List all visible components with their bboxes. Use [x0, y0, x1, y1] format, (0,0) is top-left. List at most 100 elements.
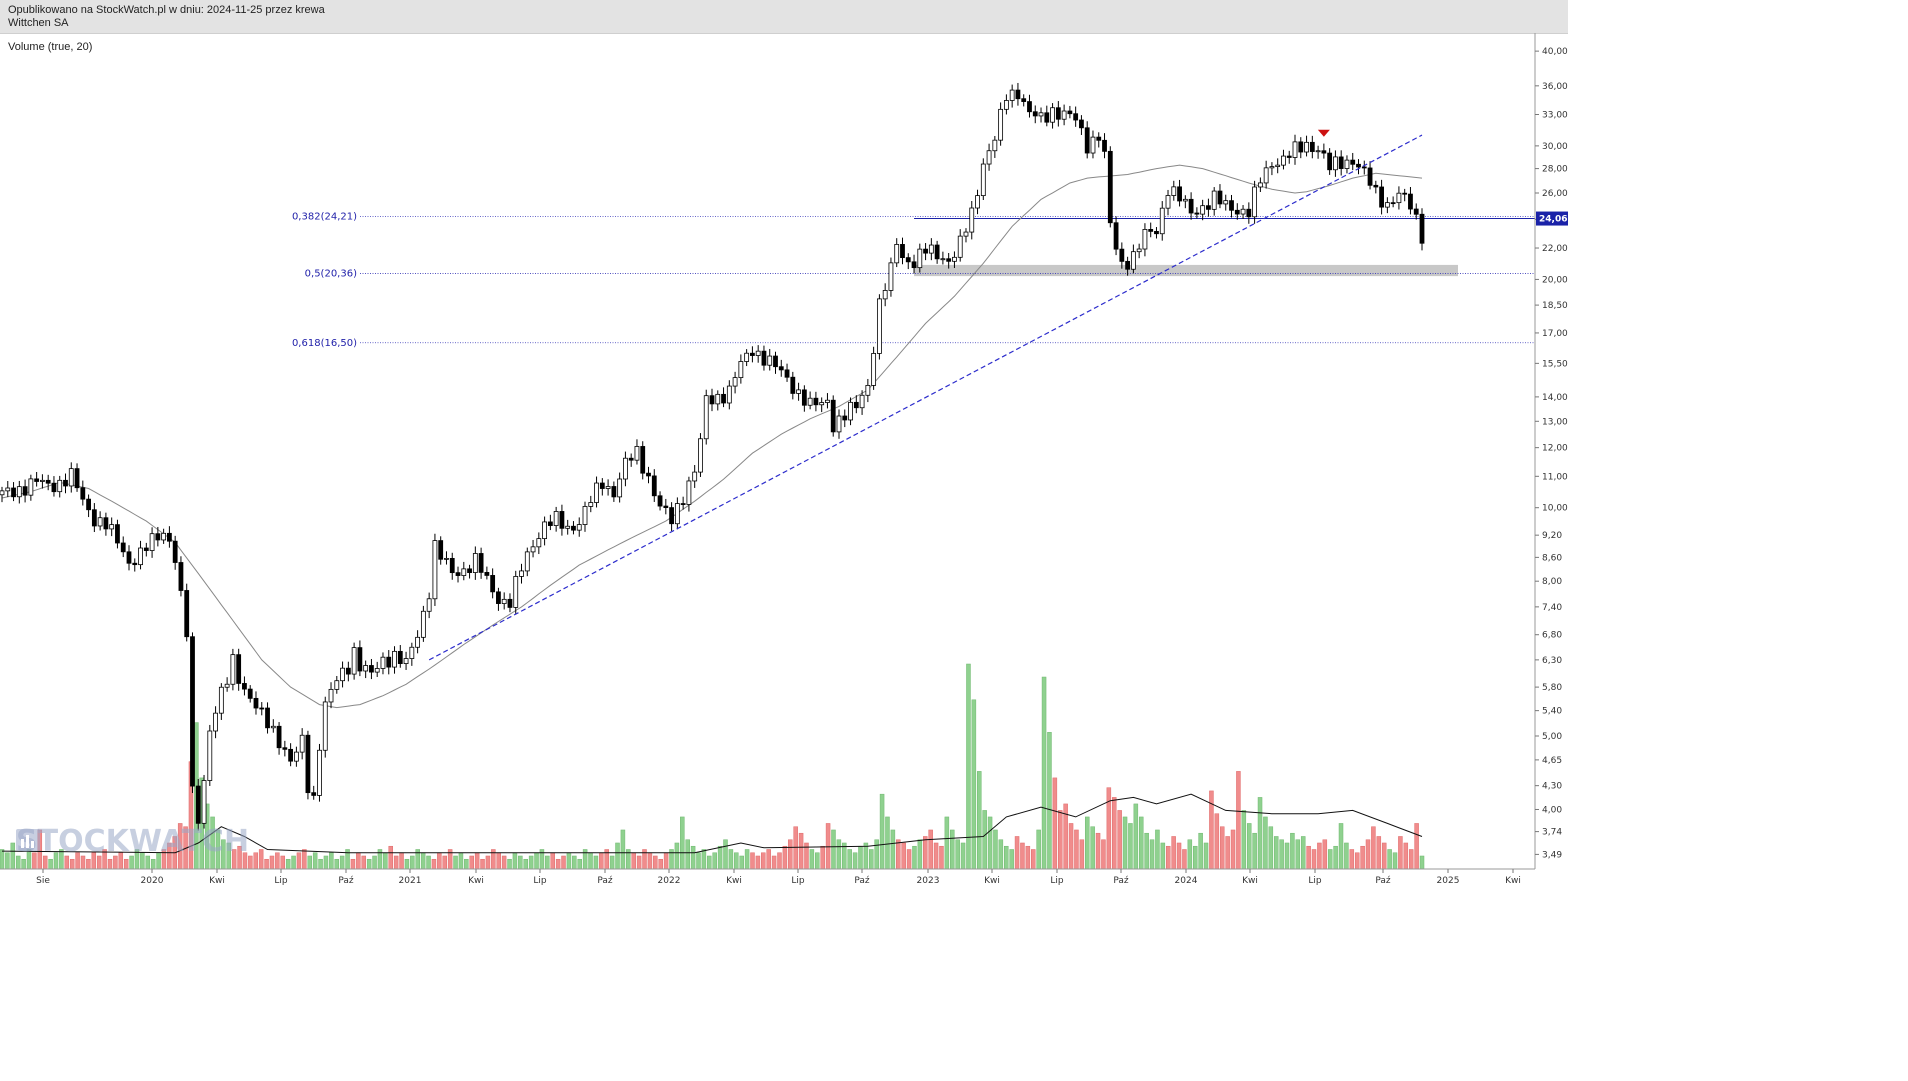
volume-bar-up — [383, 852, 388, 870]
volume-bar-up — [1284, 842, 1290, 870]
candle-down — [657, 495, 663, 507]
candle-up — [1275, 164, 1281, 167]
candle-up — [213, 712, 218, 732]
volume-bar-down — [350, 858, 356, 870]
candle-up — [1003, 100, 1009, 110]
volume-bar-up — [534, 852, 539, 870]
price-ma-line — [1, 164, 1423, 709]
candle-down — [91, 509, 97, 527]
candle-down — [1234, 209, 1240, 215]
volume-bar-up — [1133, 803, 1139, 870]
candle-up — [726, 385, 732, 404]
y-tick-label: 5,40 — [1542, 707, 1562, 717]
candle-up — [1165, 195, 1171, 209]
volume-bar-down — [388, 845, 393, 870]
candle-down — [1096, 136, 1102, 141]
candle-up — [819, 402, 825, 406]
volume-bar-down — [1182, 849, 1187, 870]
volume-bar-down — [1354, 852, 1360, 870]
volume-bar-down — [1058, 810, 1063, 870]
volume-bar-down — [766, 849, 771, 870]
candle-up — [340, 667, 345, 682]
volume-bar-up — [831, 829, 836, 870]
candle-up — [403, 658, 409, 664]
candle-down — [22, 486, 28, 496]
volume-bar-down — [663, 852, 669, 870]
volume-bar-up — [874, 839, 879, 870]
candle-down — [190, 636, 195, 787]
candle-down — [438, 540, 444, 560]
candle-down — [1015, 89, 1021, 100]
candle-up — [1315, 150, 1321, 153]
candle-up — [513, 576, 519, 608]
volume-bar-up — [593, 855, 599, 870]
volume-bar-up — [685, 839, 690, 870]
candle-up — [409, 646, 415, 659]
trendline-line — [428, 134, 1423, 661]
volume-bar-down — [820, 845, 825, 870]
volume-bar-up — [1338, 823, 1344, 870]
volume-bar-up — [912, 845, 917, 870]
candle-down — [813, 397, 819, 406]
volume-bar-up — [982, 810, 987, 870]
volume-bar-up — [836, 839, 842, 870]
y-tick-label: 12,00 — [1542, 444, 1568, 454]
volume-bar-up — [10, 842, 16, 870]
volume-bar-down — [356, 852, 361, 870]
volume-bar-up — [993, 829, 998, 870]
candle-down — [63, 479, 68, 487]
volume-bar-down — [658, 858, 663, 870]
candle-down — [507, 598, 513, 608]
volume-bar-up — [507, 858, 512, 870]
candle-down — [1321, 150, 1327, 154]
volume-bar-up — [1122, 816, 1128, 870]
y-tick-label: 40,00 — [1542, 47, 1568, 57]
candle-up — [542, 521, 548, 540]
volume-bar-down — [906, 849, 912, 870]
candle-up — [859, 394, 865, 409]
support-zone-band — [914, 264, 1458, 277]
y-tick-label: 11,00 — [1542, 472, 1568, 482]
volume-bar-up — [734, 852, 739, 870]
volume-bar-up — [566, 852, 572, 870]
volume-bar-up — [577, 858, 582, 870]
candle-down — [853, 401, 859, 409]
candle-up — [1090, 136, 1096, 154]
x-tick-label: Paź — [1375, 876, 1391, 886]
price-chart[interactable]: 0,382(24,21) 0,5(20,36) 0,618(16,50) 40,00… — [0, 33, 1568, 887]
sell-signal-marker-icon — [1317, 129, 1330, 137]
candle-up — [836, 415, 842, 433]
y-tick-label: 20,00 — [1542, 275, 1568, 285]
candle-up — [686, 480, 692, 505]
volume-bar-down — [561, 855, 566, 870]
candle-down — [571, 525, 576, 531]
candle-up — [674, 503, 680, 525]
candle-down — [178, 562, 184, 591]
volume-bar-up — [404, 858, 410, 870]
candle-down — [1379, 186, 1384, 208]
volume-bar-down — [896, 839, 901, 870]
candle-up — [380, 656, 386, 669]
candle-down — [1194, 212, 1200, 215]
candle-up — [334, 680, 340, 690]
axes: 40,0036,0033,0030,0028,0026,0024,0022,00… — [0, 33, 1568, 886]
volume-bar-down — [1106, 787, 1112, 870]
candle-down — [721, 393, 726, 404]
candle-up — [582, 506, 588, 525]
volume-bar-down — [1025, 845, 1031, 870]
y-tick-label: 13,00 — [1542, 417, 1568, 427]
volume-bar-down — [1360, 845, 1365, 870]
candle-down — [236, 654, 242, 684]
volume-bar-down — [636, 855, 642, 870]
candle-up — [16, 486, 22, 498]
candle-down — [115, 524, 120, 544]
candle-up — [40, 479, 45, 482]
candle-up — [594, 482, 599, 503]
x-tick-label: Kwi — [1242, 876, 1258, 886]
volume-bar-up — [1327, 849, 1333, 870]
candle-down — [663, 505, 669, 509]
x-tick-label: Lip — [1308, 876, 1322, 886]
candle-down — [1338, 156, 1344, 169]
candle-up — [876, 298, 882, 354]
candle-up — [1333, 156, 1338, 171]
